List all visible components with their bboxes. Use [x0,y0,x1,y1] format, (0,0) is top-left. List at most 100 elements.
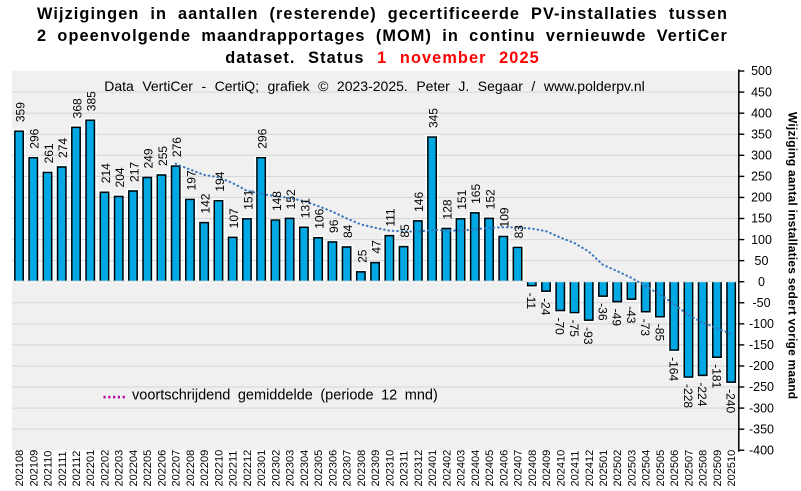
svg-text:202108: 202108 [14,450,26,487]
svg-text:202201: 202201 [85,450,97,487]
svg-text:202502: 202502 [612,450,624,487]
svg-text:-300: -300 [749,401,774,415]
svg-text:-24: -24 [538,298,552,316]
svg-text:128: 128 [441,199,455,219]
svg-text:202406: 202406 [498,450,510,487]
svg-text:202510: 202510 [726,450,738,487]
svg-text:96: 96 [327,219,341,233]
svg-text:-70: -70 [553,317,567,335]
svg-text:202204: 202204 [128,450,140,487]
svg-text:202401: 202401 [427,450,439,487]
svg-text:-93: -93 [581,327,595,345]
svg-text:-164: -164 [667,357,681,381]
svg-text:249: 249 [142,148,156,168]
svg-text:261: 261 [42,143,56,163]
svg-text:-11: -11 [524,293,538,310]
svg-text:100: 100 [751,233,772,247]
svg-text:-150: -150 [749,338,774,352]
svg-text:-36: -36 [595,303,609,321]
svg-text:202301: 202301 [256,450,268,487]
svg-text:131: 131 [298,198,312,218]
svg-text:202305: 202305 [313,450,325,487]
svg-text:274: 274 [56,138,70,158]
svg-text:-181: -181 [709,364,723,388]
svg-text:202507: 202507 [683,450,695,487]
svg-text:202303: 202303 [285,450,297,487]
svg-text:151: 151 [241,189,255,209]
svg-text:-73: -73 [638,319,652,337]
svg-text:-400: -400 [749,443,774,457]
svg-text:202408: 202408 [527,450,539,487]
svg-text:202110: 202110 [43,451,55,487]
svg-text:202312: 202312 [413,450,425,487]
svg-text:202109: 202109 [28,450,40,487]
svg-text:202503: 202503 [626,450,638,487]
svg-text:202302: 202302 [270,450,282,487]
svg-text:202310: 202310 [384,450,396,487]
svg-text:202202: 202202 [99,450,111,487]
svg-text:217: 217 [127,162,141,182]
svg-text:202206: 202206 [156,450,168,487]
svg-text:151: 151 [455,189,469,209]
svg-text:202501: 202501 [598,450,610,487]
svg-text:Wijziging aantal installaties: Wijziging aantal installaties sedert vor… [785,112,799,399]
svg-text:202209: 202209 [199,450,211,487]
svg-text:152: 152 [284,189,298,209]
svg-text:450: 450 [751,85,772,99]
svg-text:142: 142 [199,193,213,213]
svg-text:202309: 202309 [370,450,382,487]
svg-text:-49: -49 [610,309,624,327]
svg-text:202211: 202211 [228,451,240,487]
svg-text:296: 296 [256,128,270,148]
svg-text:106: 106 [313,208,327,228]
svg-text:202410: 202410 [555,450,567,487]
svg-text:214: 214 [99,163,113,183]
svg-text:165: 165 [469,184,483,204]
svg-text:146: 146 [412,192,426,212]
svg-text:83: 83 [512,225,526,239]
svg-text:-228: -228 [681,384,695,408]
svg-text:-224: -224 [695,382,709,406]
svg-text:202405: 202405 [484,450,496,487]
svg-text:152: 152 [483,189,497,209]
svg-text:-43: -43 [624,306,638,324]
svg-text:-85: -85 [652,324,666,342]
svg-text:-200: -200 [749,359,774,373]
svg-text:0: 0 [758,275,765,289]
svg-text:202212: 202212 [242,450,254,487]
svg-text:250: 250 [751,170,772,184]
svg-text:204: 204 [113,167,127,187]
svg-text:202404: 202404 [470,450,482,487]
svg-text:202207: 202207 [171,450,183,487]
svg-text:202205: 202205 [142,450,154,487]
svg-text:voortschrijdend gemiddelde (pe: voortschrijdend gemiddelde (periode 12 m… [132,388,438,404]
svg-text:150: 150 [751,212,772,226]
svg-text:202407: 202407 [513,450,525,487]
svg-text:200: 200 [751,191,772,205]
svg-text:-50: -50 [752,296,770,310]
svg-text:111: 111 [384,208,398,227]
svg-text:148: 148 [270,191,284,211]
svg-text:202504: 202504 [641,450,653,487]
svg-text:202505: 202505 [655,450,667,487]
svg-text:350: 350 [751,127,772,141]
svg-text:197: 197 [184,170,198,190]
svg-text:400: 400 [751,106,772,120]
svg-text:296: 296 [28,128,42,148]
svg-text:202111: 202111 [57,451,69,486]
svg-text:345: 345 [426,108,440,128]
svg-text:202210: 202210 [213,450,225,487]
svg-text:202304: 202304 [299,450,311,487]
svg-text:202412: 202412 [584,450,596,487]
svg-text:-250: -250 [749,380,774,394]
svg-text:368: 368 [70,98,84,118]
svg-text:300: 300 [751,149,772,163]
svg-text:25: 25 [355,249,369,263]
svg-text:202508: 202508 [698,450,710,487]
svg-text:109: 109 [498,207,512,227]
svg-text:202112: 202112 [71,451,83,487]
svg-text:50: 50 [755,254,769,268]
svg-text:255: 255 [156,146,170,166]
svg-text:202403: 202403 [456,450,468,487]
svg-text:202307: 202307 [342,450,354,487]
